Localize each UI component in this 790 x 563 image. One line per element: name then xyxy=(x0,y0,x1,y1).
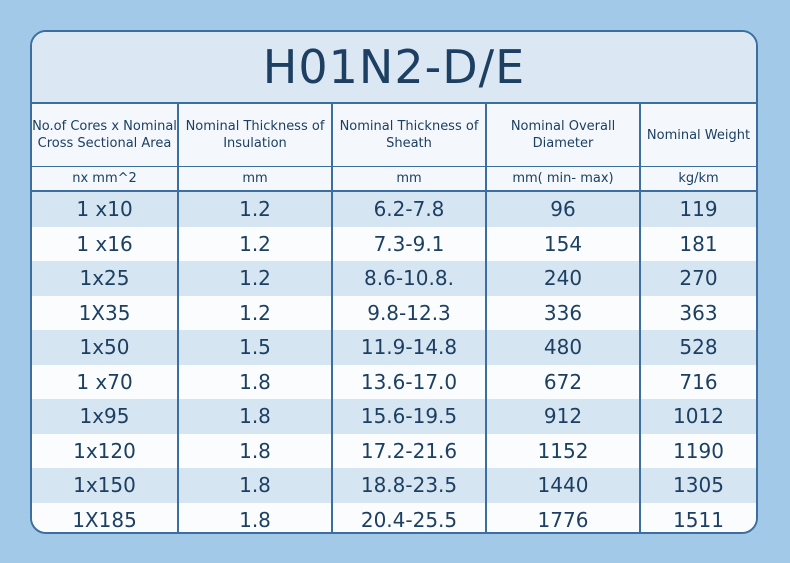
table-cell: 1.2 xyxy=(177,295,332,330)
table-row: 1X185 1.8 20.4-25.5 1776 1511 xyxy=(32,502,756,532)
table-cell: 1x95 xyxy=(32,399,178,434)
table-cell: 8.6-10.8. xyxy=(331,261,486,296)
table-cell: 1305 xyxy=(639,468,756,503)
column-header: Nominal Thickness of Insulation xyxy=(177,104,332,167)
column-header: Nominal Overall Diameter xyxy=(485,104,640,167)
table-cell: 17.2-21.6 xyxy=(331,433,486,468)
table-cell: 1012 xyxy=(639,399,756,434)
table-cell: 672 xyxy=(485,364,640,399)
table-cell: 1.8 xyxy=(177,364,332,399)
table-row: 1 x10 1.2 6.2-7.8 96 119 xyxy=(32,191,756,227)
table-cell: 1.8 xyxy=(177,468,332,503)
table-cell: 20.4-25.5 xyxy=(331,502,486,532)
table-row: 1x150 1.8 18.8-23.5 1440 1305 xyxy=(32,468,756,503)
table-cell: 1.2 xyxy=(177,226,332,261)
table-cell: 11.9-14.8 xyxy=(331,330,486,365)
spec-card: H01N2-D/E No.of Cores x Nominal Cross Se… xyxy=(30,30,758,534)
table-cell: 1X185 xyxy=(32,502,178,532)
table-row: 1 x70 1.8 13.6-17.0 672 716 xyxy=(32,364,756,399)
table-cell: 1.5 xyxy=(177,330,332,365)
table-cell: 912 xyxy=(485,399,640,434)
table-cell: 1.2 xyxy=(177,191,332,227)
table-cell: 1x50 xyxy=(32,330,178,365)
table-title: H01N2-D/E xyxy=(32,32,756,104)
table-row: 1x25 1.2 8.6-10.8. 240 270 xyxy=(32,261,756,296)
spec-table: No.of Cores x Nominal Cross Sectional Ar… xyxy=(32,104,756,532)
column-header: Nominal Weight xyxy=(639,104,756,167)
table-cell: 7.3-9.1 xyxy=(331,226,486,261)
table-cell: 6.2-7.8 xyxy=(331,191,486,227)
table-cell: 1190 xyxy=(639,433,756,468)
table-cell: 9.8-12.3 xyxy=(331,295,486,330)
table-cell: 18.8-23.5 xyxy=(331,468,486,503)
header-row: No.of Cores x Nominal Cross Sectional Ar… xyxy=(32,104,756,167)
table-cell: 528 xyxy=(639,330,756,365)
table-row: 1 x16 1.2 7.3-9.1 154 181 xyxy=(32,226,756,261)
column-unit: mm xyxy=(331,166,486,192)
table-cell: 15.6-19.5 xyxy=(331,399,486,434)
table-cell: 181 xyxy=(639,226,756,261)
table-cell: 1 x16 xyxy=(32,226,178,261)
table-row: 1x50 1.5 11.9-14.8 480 528 xyxy=(32,330,756,365)
unit-row: nx mm^2 mm mm mm( min- max) kg/km xyxy=(32,166,756,192)
table-cell: 1 x10 xyxy=(32,191,178,227)
table-cell: 270 xyxy=(639,261,756,296)
table-cell: 13.6-17.0 xyxy=(331,364,486,399)
table-cell: 480 xyxy=(485,330,640,365)
table-row: 1x95 1.8 15.6-19.5 912 1012 xyxy=(32,399,756,434)
column-unit: mm( min- max) xyxy=(485,166,640,192)
column-unit: kg/km xyxy=(639,166,756,192)
column-header: Nominal Thickness of Sheath xyxy=(331,104,486,167)
column-unit: mm xyxy=(177,166,332,192)
table-cell: 1.8 xyxy=(177,502,332,532)
table-body: 1 x10 1.2 6.2-7.8 96 119 1 x16 1.2 7.3-9… xyxy=(32,191,756,532)
table-cell: 1152 xyxy=(485,433,640,468)
table-cell: 119 xyxy=(639,191,756,227)
table-row: 1X35 1.2 9.8-12.3 336 363 xyxy=(32,295,756,330)
table-cell: 1440 xyxy=(485,468,640,503)
table-cell: 96 xyxy=(485,191,640,227)
table-cell: 1511 xyxy=(639,502,756,532)
table-cell: 240 xyxy=(485,261,640,296)
table-cell: 1.8 xyxy=(177,433,332,468)
column-header: No.of Cores x Nominal Cross Sectional Ar… xyxy=(32,104,178,167)
table-cell: 1 x70 xyxy=(32,364,178,399)
table-cell: 1x120 xyxy=(32,433,178,468)
table-cell: 1.2 xyxy=(177,261,332,296)
table-cell: 716 xyxy=(639,364,756,399)
table-cell: 1776 xyxy=(485,502,640,532)
table-cell: 1X35 xyxy=(32,295,178,330)
table-row: 1x120 1.8 17.2-21.6 1152 1190 xyxy=(32,433,756,468)
column-unit: nx mm^2 xyxy=(32,166,178,192)
table-cell: 154 xyxy=(485,226,640,261)
table-cell: 1x25 xyxy=(32,261,178,296)
table-cell: 336 xyxy=(485,295,640,330)
table-cell: 1.8 xyxy=(177,399,332,434)
table-cell: 1x150 xyxy=(32,468,178,503)
table-cell: 363 xyxy=(639,295,756,330)
